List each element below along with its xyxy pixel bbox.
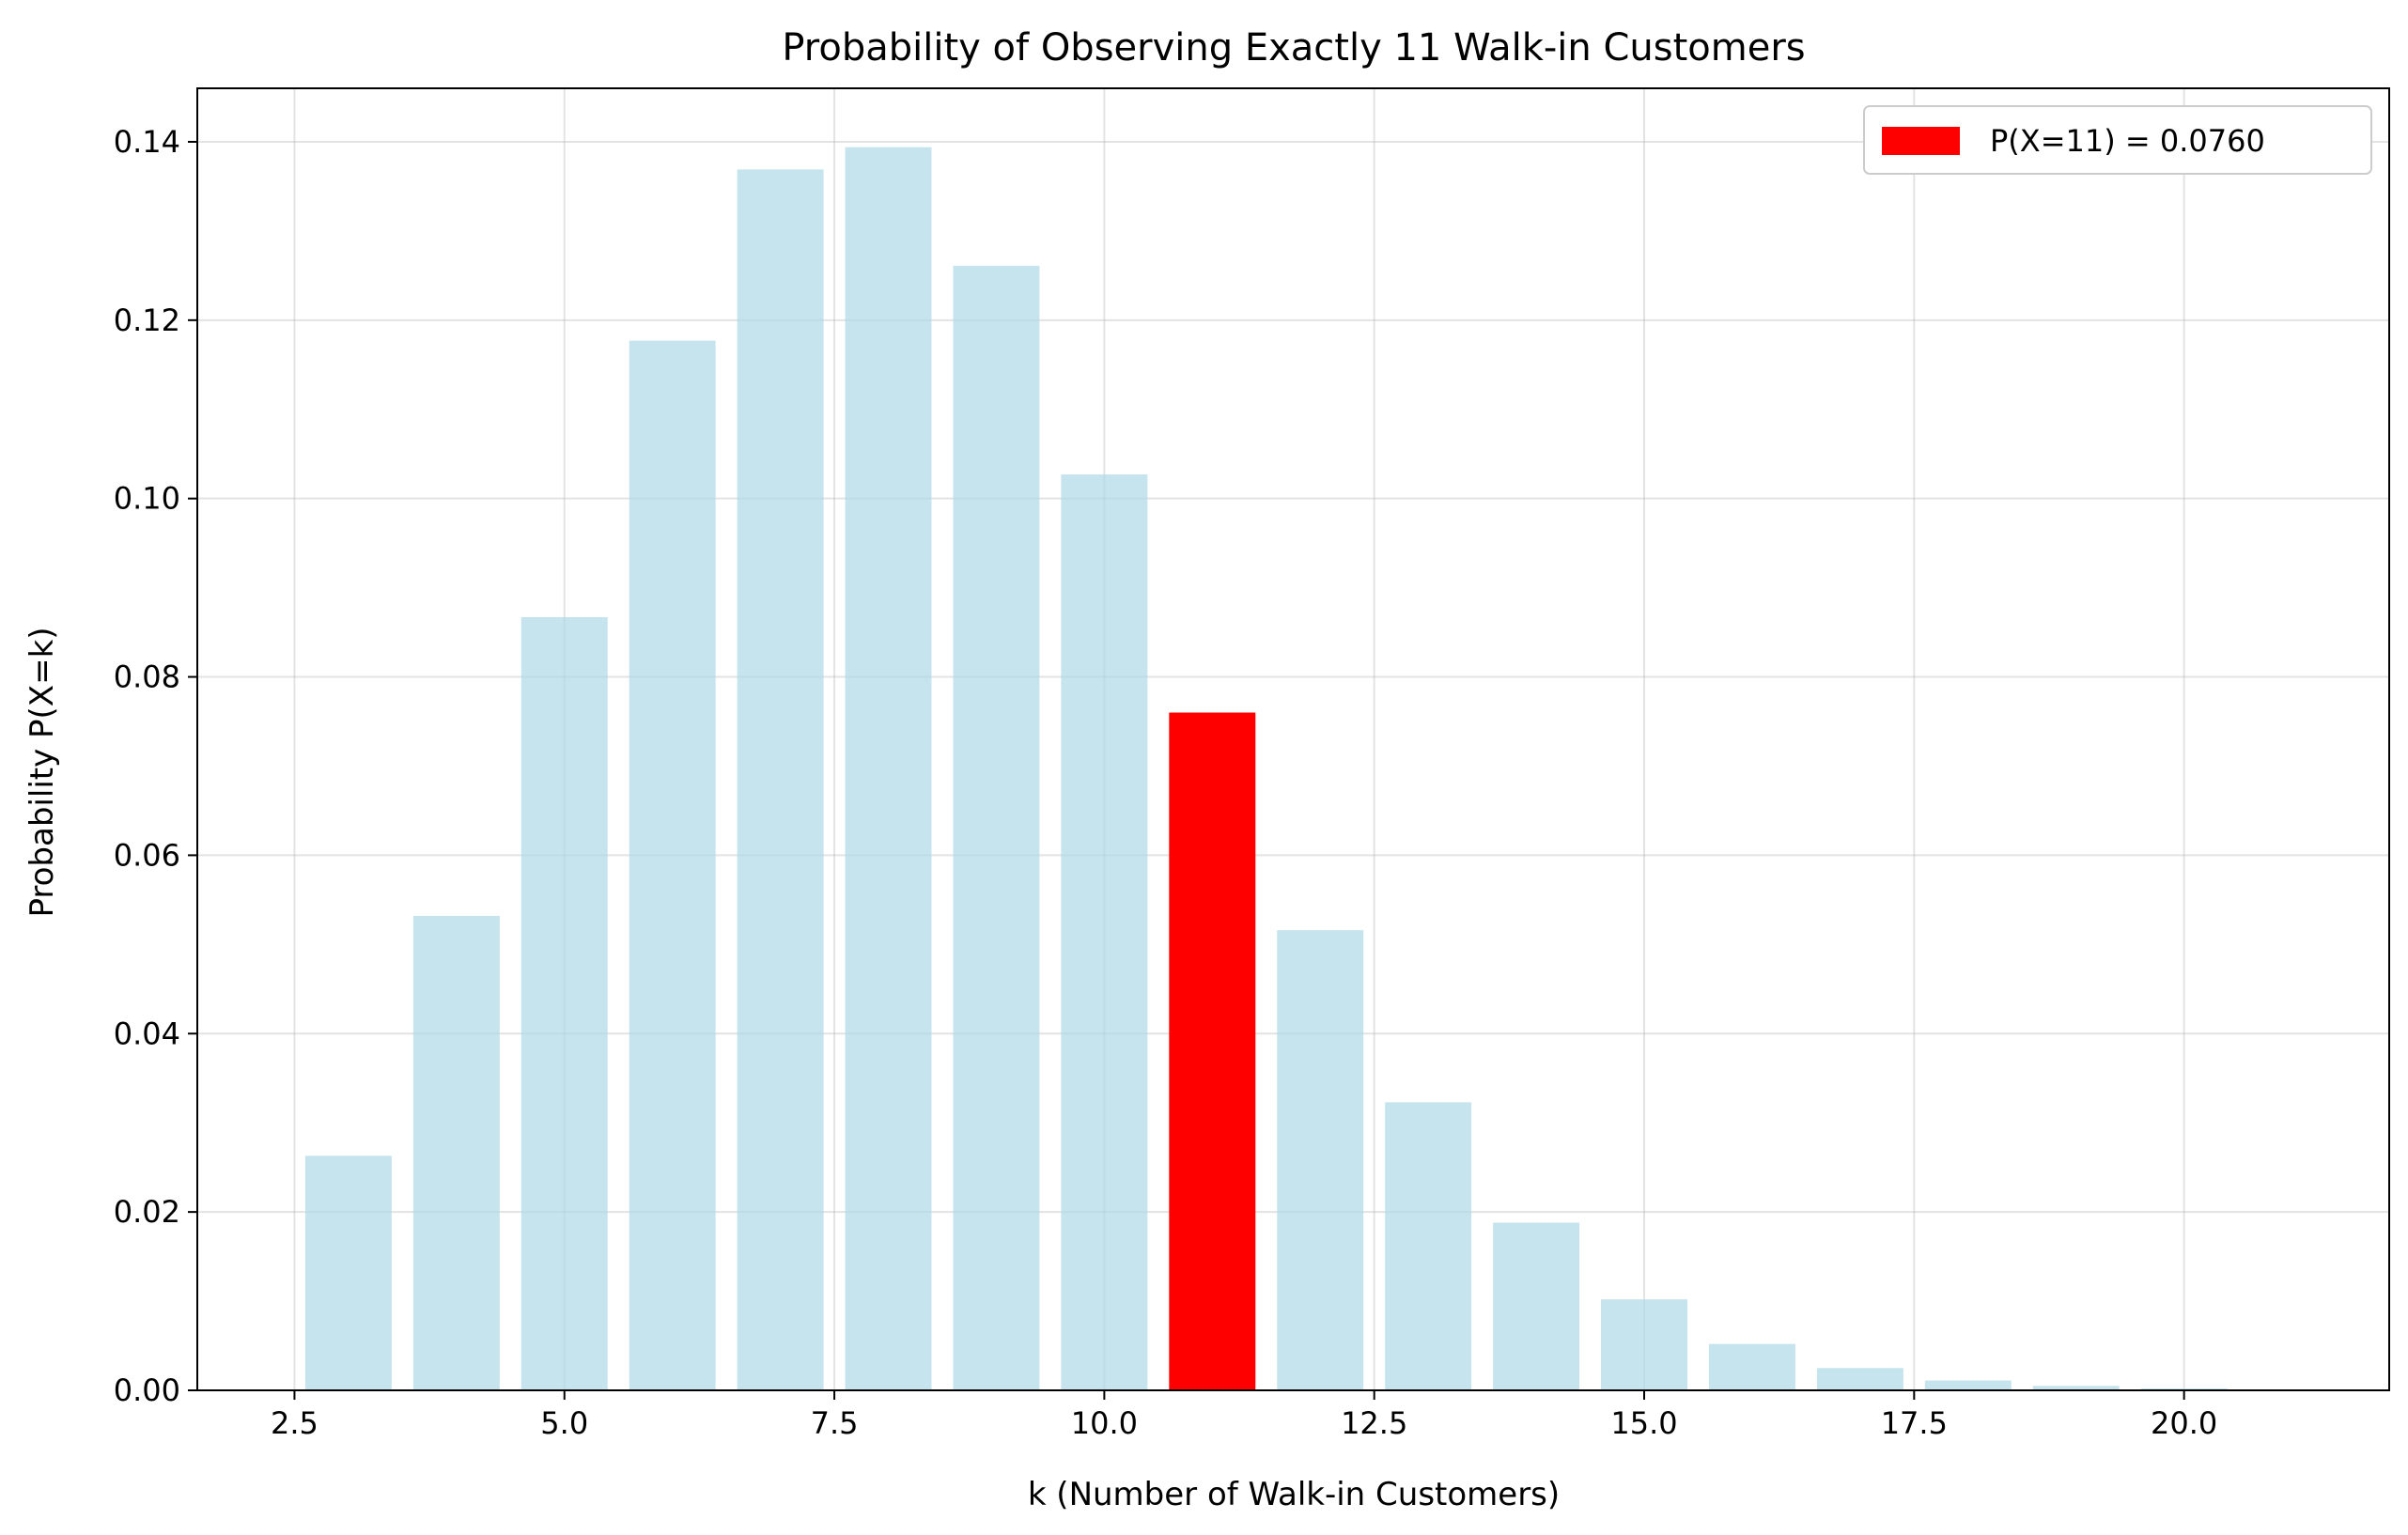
bars [304,147,2336,1391]
x-tick-label: 10.0 [1071,1405,1138,1441]
y-tick-label: 0.08 [114,659,180,695]
x-tick-label: 17.5 [1881,1405,1948,1441]
plot-frame [196,87,2390,1391]
chart-title: Probability of Observing Exactly 11 Walk… [782,26,1805,70]
x-tick-label: 5.0 [540,1405,588,1441]
bar [845,147,932,1391]
x-tick-label: 7.5 [811,1405,859,1441]
legend-swatch [1882,127,1960,155]
y-tick-label: 0.04 [114,1016,180,1051]
y-tick-label: 0.12 [114,302,180,338]
bar [2032,1386,2120,1390]
x-axis-label: k (Number of Walk-in Customers) [1028,1476,1560,1513]
legend-box [1863,105,2372,175]
bar [1601,1299,1687,1390]
bar [412,915,500,1390]
bar [1816,1368,1903,1390]
bar [1277,930,1364,1390]
y-tick-label: 0.10 [114,481,180,517]
y-tick-label: 0.00 [114,1372,180,1408]
bar [1385,1102,1472,1390]
bar [520,616,608,1390]
y-axis-ticks: 0.00 0.02 0.04 0.06 0.08 0.10 0.12 0.14 [114,124,197,1408]
bar [1924,1380,2012,1390]
bar [1061,474,1148,1390]
x-axis-ticks: 2.5 5.0 7.5 10.0 12.5 15.0 17.5 20.0 [271,1390,2217,1441]
highlighted-bar [1169,712,1256,1390]
bar [953,265,1040,1390]
y-tick-label: 0.14 [114,124,180,160]
x-tick-label: 20.0 [2151,1405,2217,1441]
legend-label: P(X=11) = 0.0760 [1990,123,2265,159]
bar [1493,1222,1580,1390]
y-tick-label: 0.02 [114,1194,180,1230]
x-tick-label: 2.5 [271,1405,318,1441]
bar [304,1155,392,1390]
x-tick-label: 12.5 [1341,1405,1407,1441]
bar [629,340,716,1391]
bar [737,169,824,1390]
y-tick-label: 0.06 [114,837,180,873]
y-axis-label: Probability P(X=k) [23,627,61,917]
legend: P(X=11) = 0.0760 [1863,105,2372,175]
x-tick-label: 15.0 [1610,1405,1677,1441]
bar [1708,1343,1795,1390]
